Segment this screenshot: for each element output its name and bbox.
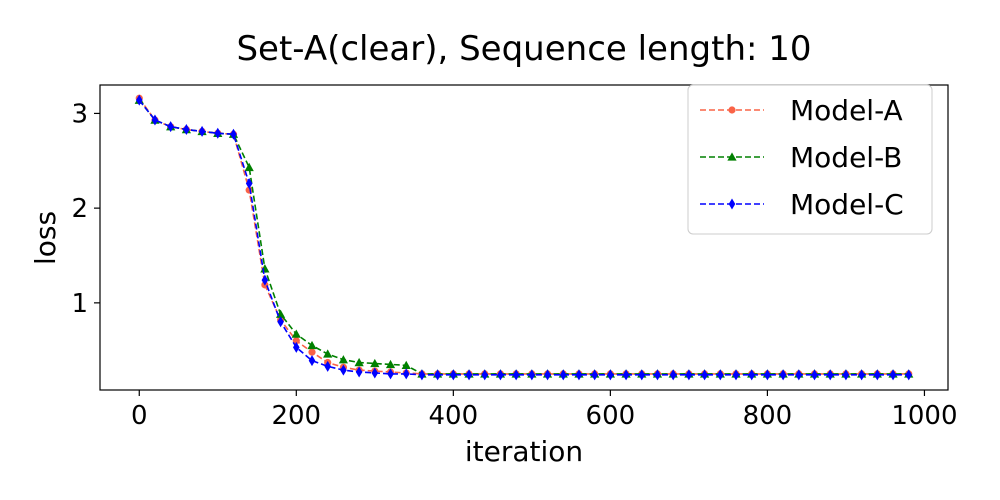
- data-point-model-c: [654, 369, 661, 381]
- data-point-model-c: [481, 369, 489, 381]
- legend-marker: [727, 152, 737, 161]
- data-point-model-b: [307, 340, 317, 350]
- data-point-model-a: [292, 337, 300, 345]
- data-point-model-c: [135, 94, 143, 106]
- plot-frame: [99, 84, 949, 391]
- data-point-model-c: [261, 274, 269, 286]
- x-tick-label: 600: [586, 401, 636, 431]
- plot-area: [134, 94, 914, 381]
- data-point-model-c: [245, 178, 253, 190]
- data-point-model-c: [575, 369, 583, 381]
- data-point-model-b: [401, 360, 411, 370]
- data-point-model-c: [669, 369, 677, 381]
- legend-label: Model-C: [790, 188, 904, 221]
- data-point-model-c: [889, 369, 897, 381]
- data-point-model-b: [370, 358, 380, 368]
- data-point-model-a: [308, 348, 316, 356]
- data-point-model-c: [685, 369, 693, 381]
- data-point-model-c: [638, 369, 646, 381]
- data-point-model-c: [387, 368, 394, 380]
- legend-item-model-b: Model-B: [700, 141, 902, 174]
- legend-item-model-c: Model-C: [700, 188, 904, 221]
- x-tick-label: 0: [131, 401, 148, 431]
- legend-label: Model-A: [790, 94, 903, 127]
- data-point-model-c: [905, 369, 913, 381]
- y-tick-label: 1: [71, 289, 88, 319]
- data-point-model-c: [559, 369, 567, 381]
- series-line-model-a: [138, 97, 909, 375]
- data-point-model-c: [528, 369, 536, 381]
- data-point-model-c: [764, 369, 771, 381]
- data-point-model-c: [402, 368, 410, 380]
- data-point-model-b: [338, 355, 349, 364]
- data-point-model-b: [323, 349, 333, 358]
- data-point-model-c: [418, 369, 426, 381]
- data-point-model-c: [292, 341, 300, 353]
- data-point-model-b: [354, 357, 364, 367]
- data-point-model-c: [434, 369, 441, 381]
- data-point-model-c: [324, 360, 332, 372]
- data-point-model-c: [277, 316, 284, 328]
- data-point-model-c: [450, 369, 457, 381]
- x-tick-label: 800: [743, 401, 793, 431]
- series-model-c: [135, 94, 913, 381]
- data-point-model-c: [497, 369, 504, 381]
- x-tick-label: 200: [271, 401, 321, 431]
- data-point-model-c: [355, 366, 363, 378]
- data-point-model-c: [151, 114, 159, 126]
- data-point-model-c: [371, 367, 379, 379]
- data-point-model-c: [716, 369, 724, 381]
- x-tick-label: 1000: [891, 401, 957, 431]
- data-point-model-c: [779, 369, 787, 381]
- data-point-model-c: [198, 125, 206, 137]
- legend-marker: [728, 106, 736, 114]
- data-point-model-c: [842, 369, 850, 381]
- data-point-model-c: [465, 369, 473, 381]
- data-point-model-c: [308, 355, 316, 367]
- x-tick-label: 400: [429, 401, 479, 431]
- data-point-model-c: [622, 369, 630, 381]
- data-point-model-c: [340, 364, 347, 376]
- y-axis-ticks: 1 2 3: [71, 99, 100, 319]
- legend-marker: [728, 198, 736, 210]
- data-point-model-b: [291, 329, 301, 338]
- data-point-model-c: [811, 369, 818, 381]
- data-point-model-c: [230, 128, 237, 140]
- legend-item-model-a: Model-A: [700, 94, 903, 127]
- x-axis-label: iteration: [465, 435, 583, 468]
- data-point-model-c: [795, 369, 803, 381]
- data-point-model-c: [607, 369, 614, 381]
- data-point-model-c: [214, 127, 222, 139]
- data-point-model-b: [385, 359, 396, 369]
- data-point-model-c: [544, 369, 551, 381]
- data-point-model-b: [244, 162, 254, 172]
- data-point-model-c: [701, 369, 708, 381]
- data-point-model-c: [167, 121, 174, 133]
- x-axis-ticks: 0 200 400 600 800 1000: [131, 390, 958, 431]
- y-tick-label: 2: [71, 194, 88, 224]
- data-point-model-c: [512, 369, 520, 381]
- data-point-model-c: [183, 124, 190, 136]
- data-point-model-c: [874, 369, 881, 381]
- y-tick-label: 3: [71, 99, 88, 129]
- legend: Model-A Model-B Model-C: [687, 84, 933, 235]
- chart-title: Set-A(clear), Sequence length: 10: [236, 29, 811, 69]
- legend-label: Model-B: [790, 141, 902, 174]
- legend-box: [687, 84, 933, 235]
- data-point-model-c: [732, 369, 740, 381]
- data-point-model-c: [826, 369, 834, 381]
- data-point-model-c: [748, 369, 756, 381]
- data-point-model-c: [858, 369, 865, 381]
- y-axis-label: loss: [29, 211, 62, 265]
- data-point-model-c: [591, 369, 598, 381]
